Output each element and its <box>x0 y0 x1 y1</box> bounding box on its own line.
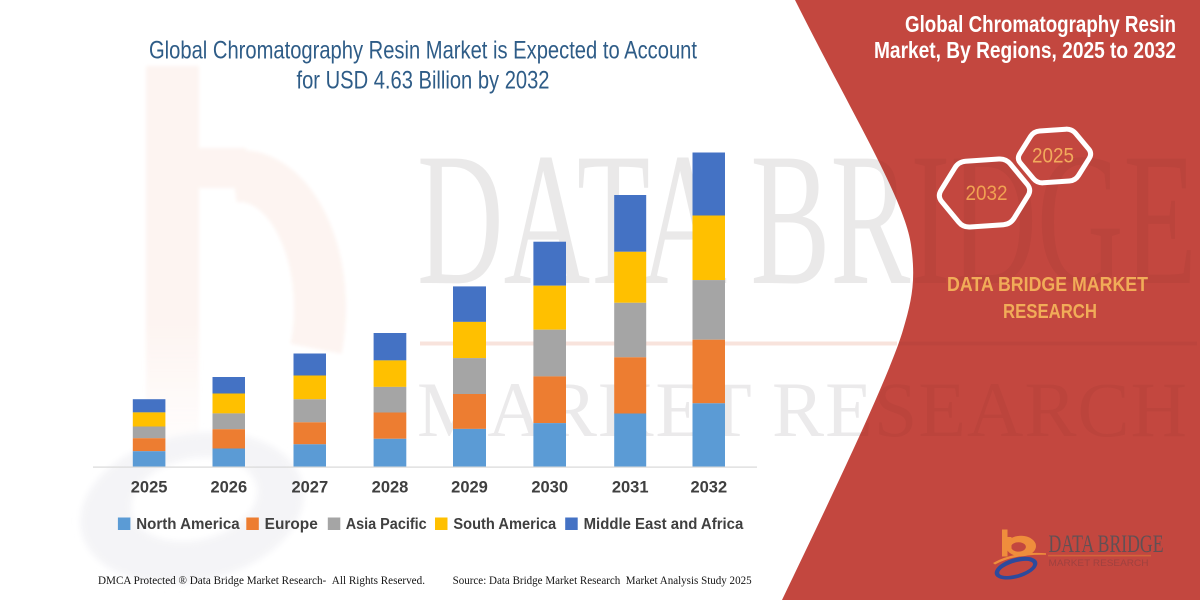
svg-text:Europe: Europe <box>265 516 318 533</box>
svg-text:for USD 4.63 Billion by 2032: for USD 4.63 Billion by 2032 <box>297 67 550 95</box>
svg-text:2032: 2032 <box>690 478 727 496</box>
svg-text:Asia Pacific: Asia Pacific <box>346 516 427 533</box>
svg-text:Global Chromatography Resin: Global Chromatography Resin <box>905 11 1176 37</box>
svg-text:2031: 2031 <box>612 478 649 496</box>
svg-text:2032: 2032 <box>966 182 1008 205</box>
svg-text:2028: 2028 <box>372 478 409 496</box>
svg-text:2027: 2027 <box>291 478 328 496</box>
svg-text:Global Chromatography Resin Ma: Global Chromatography Resin Market is Ex… <box>149 37 697 65</box>
svg-text:North America: North America <box>136 516 240 533</box>
svg-text:South America: South America <box>453 516 556 533</box>
svg-text:MARKET RESEARCH: MARKET RESEARCH <box>1049 558 1149 568</box>
svg-text:2029: 2029 <box>451 478 488 496</box>
svg-text:RESEARCH: RESEARCH <box>1003 300 1097 323</box>
svg-text:DATA BRIDGE MARKET: DATA BRIDGE MARKET <box>947 273 1148 296</box>
svg-text:2025: 2025 <box>1032 145 1074 168</box>
svg-text:2026: 2026 <box>210 478 247 496</box>
svg-text:DATA BRIDGE: DATA BRIDGE <box>1049 531 1164 558</box>
svg-text:DMCA Protected ® Data Bridge M: DMCA Protected ® Data Bridge Market Rese… <box>98 573 425 587</box>
svg-text:2025: 2025 <box>131 478 168 496</box>
svg-text:Market, By Regions, 2025 to 20: Market, By Regions, 2025 to 2032 <box>874 37 1176 63</box>
svg-text:2030: 2030 <box>531 478 568 496</box>
svg-text:Middle East and Africa: Middle East and Africa <box>584 516 744 533</box>
svg-text:Source: Data Bridge Market Res: Source: Data Bridge Market Research Mark… <box>453 573 752 587</box>
